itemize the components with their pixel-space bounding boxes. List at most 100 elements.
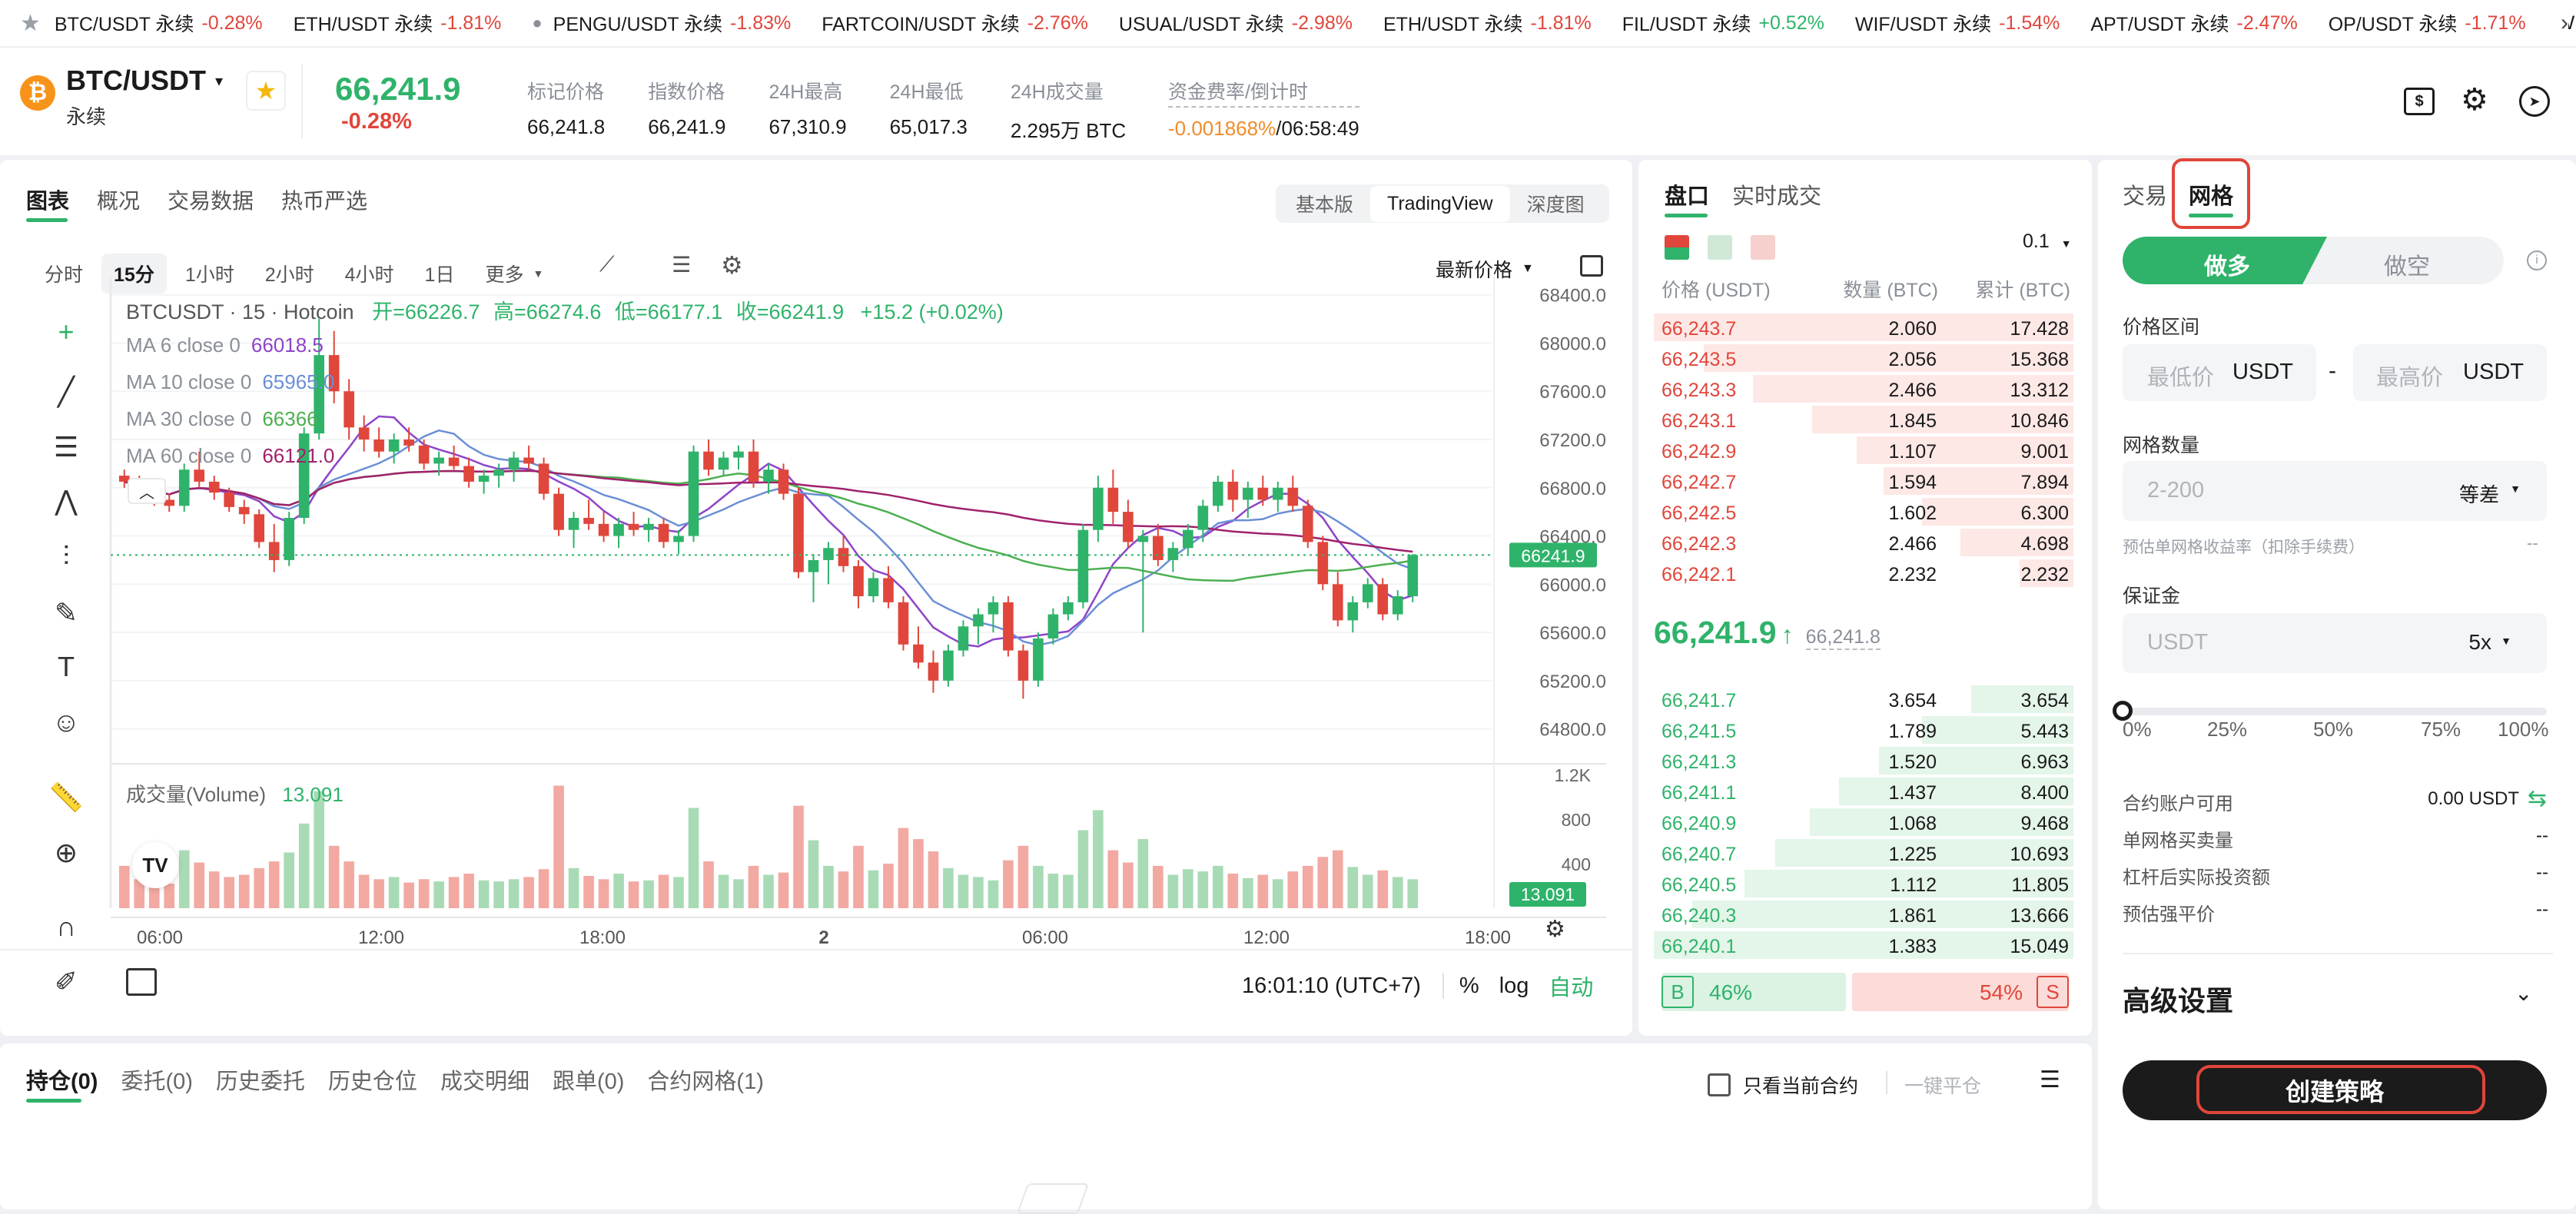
info-icon[interactable]: i	[2527, 250, 2547, 270]
emoji-icon[interactable]: ☺	[51, 706, 81, 738]
calculator-icon[interactable]: $	[2404, 88, 2435, 115]
collapse-legend-button[interactable]: ︿	[128, 478, 166, 504]
sort-icon[interactable]: ☰	[2040, 1067, 2060, 1093]
margin-slider[interactable]	[2113, 701, 2547, 724]
time-axis-settings-icon[interactable]: ⚙	[1545, 917, 1565, 942]
timeframe-option[interactable]: 1小时	[184, 264, 234, 286]
min-price-field[interactable]: 最低价 USDT	[2123, 344, 2316, 401]
log-toggle[interactable]: log	[1499, 973, 1529, 998]
transfer-icon[interactable]: ⇆	[2527, 786, 2547, 811]
ask-row[interactable]: 66,243.3 2.466 13.312	[1654, 373, 2073, 404]
ticker-item[interactable]: FIL/USDT 永续 +0.52%	[1622, 9, 1824, 37]
ticker-item[interactable]: ETH/USDT 永续 -1.81%	[294, 9, 502, 37]
chart-tab[interactable]: 概况	[97, 189, 141, 213]
text-icon[interactable]: T	[58, 651, 75, 682]
ask-row[interactable]: 66,243.5 2.056 15.368	[1654, 343, 2073, 373]
timeframe-option[interactable]: 分时	[45, 264, 84, 286]
slider-mark[interactable]: 100%	[2498, 718, 2549, 741]
compass-icon[interactable]: ➤	[2519, 86, 2550, 117]
horizontal-lines-icon[interactable]: ☰	[53, 431, 79, 463]
ask-row[interactable]: 66,243.7 2.060 17.428	[1654, 312, 2073, 343]
ticker-item[interactable]: WIF/USDT 永续 -1.54%	[1855, 9, 2060, 37]
chart-tab[interactable]: 图表	[26, 189, 70, 213]
timeframe-option[interactable]: 2小时	[264, 264, 314, 286]
brush-icon[interactable]: ✎	[54, 597, 78, 629]
crosshair-icon[interactable]: +	[58, 316, 75, 347]
precision-select[interactable]: 0.1 ▼	[2023, 231, 2072, 253]
bid-row[interactable]: 66,240.9 1.068 9.468	[1654, 807, 2073, 838]
advanced-settings[interactable]: 高级设置	[2123, 985, 2234, 1017]
ruler-icon[interactable]: 📏	[48, 781, 84, 813]
slider-mark[interactable]: 0%	[2123, 718, 2152, 741]
short-button[interactable]: 做空	[2384, 254, 2430, 280]
bid-row[interactable]: 66,241.1 1.437 8.400	[1654, 776, 2073, 807]
orderbook-tab[interactable]: 盘口	[1665, 184, 1710, 209]
bid-row[interactable]: 66,241.5 1.789 5.443	[1654, 715, 2073, 745]
view-mode-tab[interactable]: 深度图	[1526, 194, 1585, 216]
slider-handle[interactable]	[2113, 701, 2133, 721]
ask-row[interactable]: 66,242.5 1.602 6.300	[1654, 496, 2073, 527]
positions-tab[interactable]: 历史委托	[215, 1070, 305, 1094]
both-view-icon[interactable]	[1665, 235, 1689, 260]
layout-icon[interactable]: ☰	[672, 253, 692, 277]
grid-count-field[interactable]: 2-200 等差 ▼	[2123, 461, 2547, 521]
timeframe-option[interactable]: 1日	[424, 264, 455, 286]
positions-tab[interactable]: 历史仓位	[327, 1070, 417, 1094]
settings-icon[interactable]: ⚙	[2461, 83, 2488, 117]
timeframe-option[interactable]: 15分	[101, 254, 167, 294]
ticker-item[interactable]: BTC/USDT 永续 -0.28%	[55, 9, 263, 37]
leverage-select[interactable]: 5x	[2468, 630, 2491, 654]
positions-tab[interactable]: 跟单(0)	[552, 1070, 625, 1094]
only-current-checkbox[interactable]: 只看当前合约	[1708, 1071, 1858, 1099]
ticker-item[interactable]: OP/USDT 永续 -1.71%	[2329, 9, 2526, 37]
bid-row[interactable]: 66,240.3 1.861 13.666	[1654, 899, 2073, 930]
bid-row[interactable]: 66,240.7 1.225 10.693	[1654, 838, 2073, 868]
bid-row[interactable]: 66,241.7 3.654 3.654	[1654, 684, 2073, 715]
slider-mark[interactable]: 25%	[2207, 718, 2248, 741]
view-mode-tab[interactable]: 基本版	[1296, 194, 1354, 216]
ask-row[interactable]: 66,243.1 1.845 10.846	[1654, 404, 2073, 435]
symbol-selector[interactable]: BTC/USDT ▾	[66, 65, 223, 97]
star-icon[interactable]: ★	[20, 10, 41, 36]
positions-tab[interactable]: 委托(0)	[121, 1070, 193, 1094]
bid-row[interactable]: 66,240.1 1.383 15.049	[1654, 930, 2073, 960]
positions-tab[interactable]: 持仓(0)	[26, 1070, 98, 1094]
ask-row[interactable]: 66,242.3 2.466 4.698	[1654, 527, 2073, 558]
chart-tab[interactable]: 交易数据	[168, 189, 254, 213]
chart-tab[interactable]: 热币严选	[281, 189, 368, 213]
fib-icon[interactable]: ⫶	[62, 539, 70, 572]
long-button[interactable]	[2123, 237, 2327, 284]
ticker-item[interactable]: USUAL/USDT 永续 -2.98%	[1119, 9, 1353, 37]
auto-toggle[interactable]: 自动	[1549, 976, 1594, 1000]
positions-tab[interactable]: 合约网格(1)	[647, 1070, 764, 1094]
candlestick-chart[interactable]: 68400.068000.067600.067200.066800.066400…	[0, 277, 1632, 1045]
pattern-icon[interactable]: ⋀	[55, 485, 78, 516]
magnet-icon[interactable]: ∩	[56, 910, 76, 942]
fullscreen-icon[interactable]	[1580, 255, 1603, 277]
chevron-right-icon[interactable]: ›	[2554, 10, 2568, 36]
slider-mark[interactable]: 50%	[2313, 718, 2354, 741]
close-all-button[interactable]: 一键平仓	[1904, 1076, 1982, 1097]
slider-mark[interactable]: 75%	[2421, 718, 2461, 741]
grid-mode-select[interactable]: 等差	[2458, 483, 2499, 506]
calendar-icon[interactable]	[126, 968, 157, 996]
trendline-icon[interactable]: ╱	[58, 376, 75, 407]
asks-view-icon[interactable]	[1751, 235, 1775, 260]
positions-tab[interactable]: 成交明细	[440, 1070, 529, 1094]
orderbook-tab[interactable]: 实时成交	[1732, 184, 1822, 209]
indicator-icon[interactable]: ⟋	[599, 252, 615, 276]
bids-view-icon[interactable]	[1708, 235, 1732, 260]
ask-row[interactable]: 66,242.7 1.594 7.894	[1654, 466, 2073, 496]
price-type-select[interactable]: 最新价格 ▼	[1436, 255, 1534, 283]
tab-trade[interactable]: 交易	[2123, 184, 2168, 209]
ticker-item[interactable]: APT/USDT 永续 -2.47%	[2090, 9, 2297, 37]
ticker-item[interactable]: FARTCOIN/USDT 永续 -2.76%	[822, 9, 1088, 37]
ask-row[interactable]: 66,242.9 1.107 9.001	[1654, 435, 2073, 466]
percent-toggle[interactable]: %	[1459, 973, 1479, 998]
max-price-field[interactable]: 最高价 USDT	[2353, 344, 2547, 401]
zoom-icon[interactable]: ⊕	[54, 837, 78, 868]
timeframe-option[interactable]: 更多	[485, 264, 524, 286]
view-mode-tab[interactable]: TradingView	[1370, 185, 1510, 222]
timeframe-option[interactable]: 4小时	[344, 264, 394, 286]
chevron-down-icon[interactable]: ⌄	[2515, 981, 2533, 1005]
